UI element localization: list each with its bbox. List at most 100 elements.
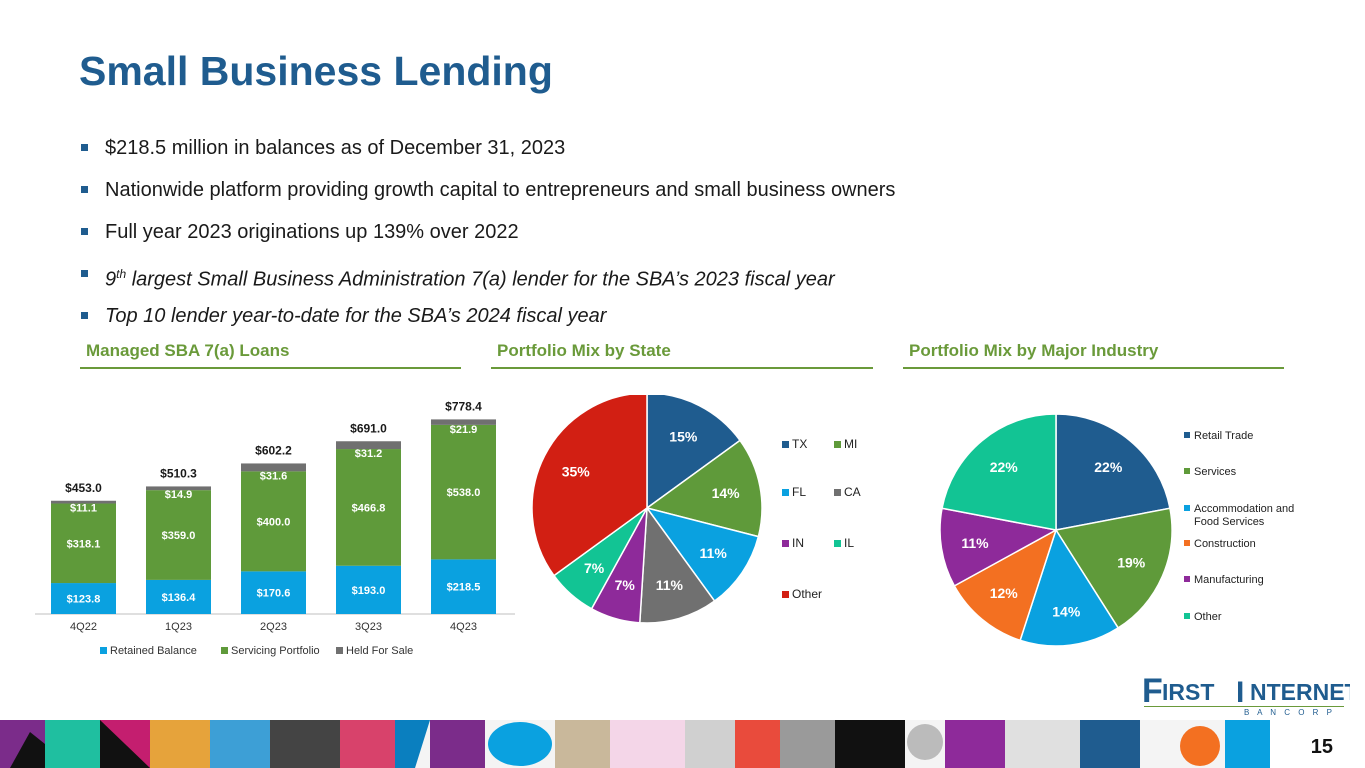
section-header-industry-mix: Portfolio Mix by Major Industry: [903, 340, 1284, 369]
logo-subtitle: B A N C O R P: [1244, 708, 1335, 716]
x-tick-label: 2Q23: [260, 621, 287, 633]
data-label: $538.0: [447, 487, 481, 499]
total-label: $510.3: [160, 466, 197, 480]
bullet-item: Nationwide platform providing growth cap…: [79, 172, 1229, 214]
bar-segment: [336, 449, 401, 566]
legend-swatch: [834, 540, 841, 547]
section-header-label: Portfolio Mix by Major Industry: [909, 341, 1159, 360]
data-label: $193.0: [352, 585, 386, 597]
legend-swatch: [1184, 613, 1190, 619]
legend-swatch: [1184, 505, 1190, 511]
legend-label: Construction: [1194, 538, 1256, 550]
bar-segment: [146, 490, 211, 580]
slice-label: 14%: [1052, 603, 1081, 619]
legend-label: FL: [792, 485, 806, 499]
bullet-text-pre: 9: [105, 268, 117, 291]
legend-swatch: [1184, 432, 1190, 438]
bar-segment: [51, 500, 116, 504]
legend-swatch: [221, 647, 228, 654]
bullet-text: $218.5 million in balances as of Decembe…: [105, 137, 566, 159]
x-tick-label: 3Q23: [355, 621, 382, 633]
slice-label: 19%: [1117, 555, 1146, 571]
legend-label: IL: [844, 536, 854, 550]
bullet-square-icon: [81, 228, 88, 235]
data-label: $400.0: [257, 516, 291, 528]
pie-slice: [953, 528, 1058, 642]
total-label: $691.0: [350, 421, 387, 435]
logo-word-internet: NTERNET: [1250, 679, 1350, 705]
data-label: $466.8: [352, 502, 386, 514]
data-label: $218.5: [447, 582, 481, 594]
slice-label: 12%: [990, 585, 1019, 601]
slice-label: 15%: [669, 429, 698, 445]
company-logo: F IRST I NTERNET B A N C O R P: [1142, 672, 1350, 716]
legend-swatch: [1184, 468, 1190, 474]
pie-slice: [531, 395, 648, 577]
legend-label: Manufacturing: [1194, 574, 1264, 586]
pie-slice: [645, 506, 760, 603]
slice-label: 14%: [712, 485, 741, 501]
section-header-sba-loans: Managed SBA 7(a) Loans: [80, 340, 461, 369]
legend-swatch: [834, 441, 841, 448]
data-label: $21.9: [450, 424, 478, 436]
pie-slice: [1055, 413, 1171, 531]
bullet-text-post: largest Small Business Administration 7(…: [126, 268, 835, 291]
legend-label: MI: [844, 437, 857, 451]
bullet-square-icon: [81, 186, 88, 193]
bullet-text: Full year 2023 originations up 139% over…: [105, 221, 519, 243]
pie-slice: [939, 507, 1059, 587]
bar-segment: [51, 503, 116, 584]
bullet-item: 9th largest Small Business Administratio…: [79, 256, 1229, 298]
bullet-text: Nationwide platform providing growth cap…: [105, 179, 896, 201]
total-label: $453.0: [65, 481, 102, 495]
bullet-item: $218.5 million in balances as of Decembe…: [79, 130, 1229, 172]
bullet-list: $218.5 million in balances as of Decembe…: [79, 130, 1229, 340]
industry-pie-chart: 22% 19% 14% 12% 11% 22% Retail Trade Services Ac…: [939, 413, 1294, 647]
legend-swatch: [782, 489, 789, 496]
stacked-bar-chart: $123.8 $318.1 $11.1 $453.0 4Q22 $136.4 $359.0 $…: [35, 399, 515, 657]
bar-segment: [431, 419, 496, 425]
bar-segment: [241, 571, 306, 614]
data-label: $359.0: [162, 530, 196, 542]
section-header-state-mix: Portfolio Mix by State: [491, 340, 873, 369]
bullet-text: Top 10 lender year-to-date for the SBA’s…: [105, 305, 607, 327]
decorative-footer-band: [0, 720, 1365, 768]
bar-segment: [336, 565, 401, 614]
data-label: $318.1: [67, 538, 101, 550]
pie-slice: [646, 395, 742, 510]
bullet-superscript: th: [116, 267, 127, 281]
legend-label: IN: [792, 536, 804, 550]
legend-label: Accommodation and: [1194, 503, 1294, 515]
legend-swatch: [782, 591, 789, 598]
bar-segment: [51, 583, 116, 614]
legend-label: Servicing Portfolio: [231, 645, 320, 657]
slice-label: 22%: [990, 459, 1019, 475]
bullet-item: Full year 2023 originations up 139% over…: [79, 214, 1229, 256]
x-tick-label: 4Q23: [450, 621, 477, 633]
bar-segment: [146, 486, 211, 491]
legend-label: Services: [1194, 466, 1237, 478]
total-label: $778.4: [445, 399, 482, 413]
bar-segment: [431, 559, 496, 614]
legend-label: Other: [1194, 611, 1222, 623]
pie-slice: [645, 439, 763, 538]
data-label: $123.8: [67, 594, 101, 606]
slice-label: 11%: [961, 535, 989, 551]
logo-letter-f: F: [1142, 672, 1163, 710]
bullet-square-icon: [81, 270, 88, 277]
data-label: $11.1: [70, 503, 97, 515]
slice-label: 11%: [700, 545, 728, 561]
pie-slice: [1054, 507, 1173, 629]
slice-label: 7%: [584, 560, 605, 576]
pie-slice: [638, 505, 716, 624]
section-header-label: Portfolio Mix by State: [497, 341, 671, 360]
data-label: $14.9: [165, 489, 193, 501]
legend-label: CA: [844, 485, 861, 499]
logo-rule: [1144, 706, 1344, 707]
data-label: $170.6: [257, 588, 291, 600]
legend-label: TX: [792, 437, 807, 451]
bullet-item: Top 10 lender year-to-date for the SBA’s…: [79, 298, 1229, 340]
legend-swatch: [100, 647, 107, 654]
legend-label: Retail Trade: [1194, 430, 1253, 442]
total-label: $602.2: [255, 443, 292, 457]
